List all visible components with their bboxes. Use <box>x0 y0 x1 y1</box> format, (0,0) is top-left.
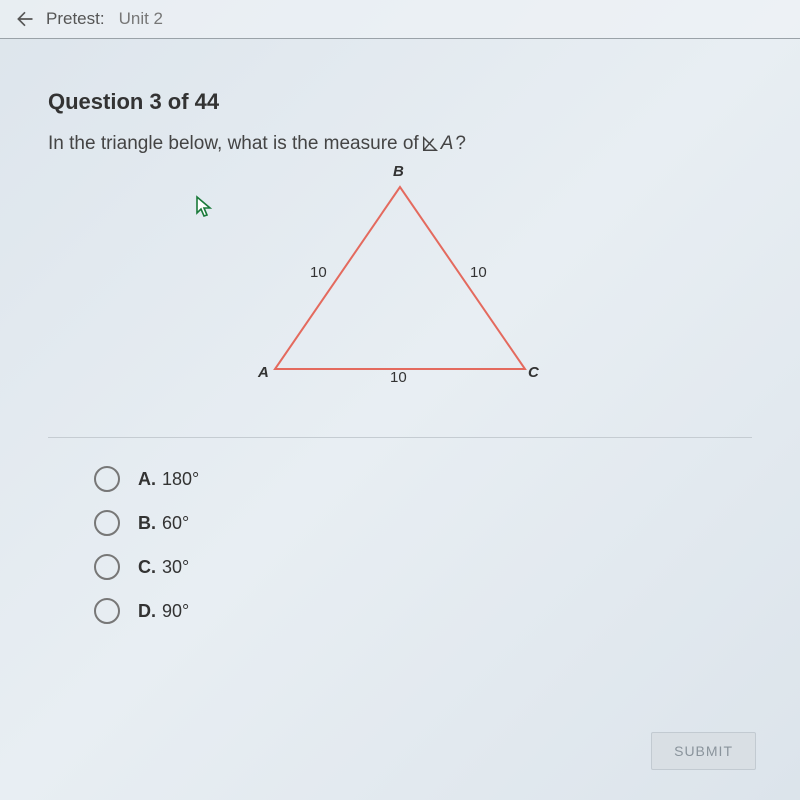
back-button[interactable] <box>14 8 36 30</box>
pretest-unit: Unit 2 <box>119 9 163 29</box>
option-d-letter: D. <box>138 601 156 621</box>
back-arrow-icon <box>15 9 35 29</box>
vertex-a-label: A <box>258 364 269 381</box>
vertex-b-label: B <box>393 163 404 180</box>
vertex-c-label: C <box>528 364 539 381</box>
prompt-text-before: In the triangle below, what is the measu… <box>48 133 419 155</box>
submit-button[interactable]: SUBMIT <box>651 732 756 770</box>
option-d-text: D. 90° <box>138 601 189 622</box>
separator <box>48 437 752 438</box>
option-b[interactable]: B. 60° <box>94 510 752 536</box>
question-heading: Question 3 of 44 <box>48 89 752 115</box>
angle-symbol <box>421 135 439 153</box>
option-a-letter: A. <box>138 469 156 489</box>
angle-icon <box>421 135 439 153</box>
option-c-letter: C. <box>138 557 156 577</box>
side-ab-label: 10 <box>310 264 327 281</box>
side-bc-label: 10 <box>470 264 487 281</box>
option-c[interactable]: C. 30° <box>94 554 752 580</box>
option-c-text: C. 30° <box>138 557 189 578</box>
top-bar: Pretest: Unit 2 <box>0 0 800 39</box>
option-b-letter: B. <box>138 513 156 533</box>
radio-icon <box>94 466 120 492</box>
question-prompt: In the triangle below, what is the measu… <box>48 133 752 155</box>
option-b-text: B. 60° <box>138 513 189 534</box>
radio-icon <box>94 510 120 536</box>
option-a[interactable]: A. 180° <box>94 466 752 492</box>
figure-area: B A C 10 10 10 <box>48 163 752 437</box>
side-ac-label: 10 <box>390 369 407 386</box>
triangle-svg <box>230 169 570 389</box>
option-c-value: 30° <box>162 557 189 577</box>
option-a-text: A. 180° <box>138 469 199 490</box>
question-panel: Question 3 of 44 In the triangle below, … <box>0 39 800 624</box>
option-b-value: 60° <box>162 513 189 533</box>
radio-icon <box>94 598 120 624</box>
triangle-figure: B A C 10 10 10 <box>230 169 570 409</box>
option-a-value: 180° <box>162 469 199 489</box>
prompt-text-after: ? <box>455 133 466 155</box>
option-d-value: 90° <box>162 601 189 621</box>
option-d[interactable]: D. 90° <box>94 598 752 624</box>
answer-options: A. 180° B. 60° C. 30° D. 90° <box>48 466 752 624</box>
prompt-var: A <box>441 133 454 155</box>
radio-icon <box>94 554 120 580</box>
pretest-label: Pretest: <box>46 9 105 29</box>
